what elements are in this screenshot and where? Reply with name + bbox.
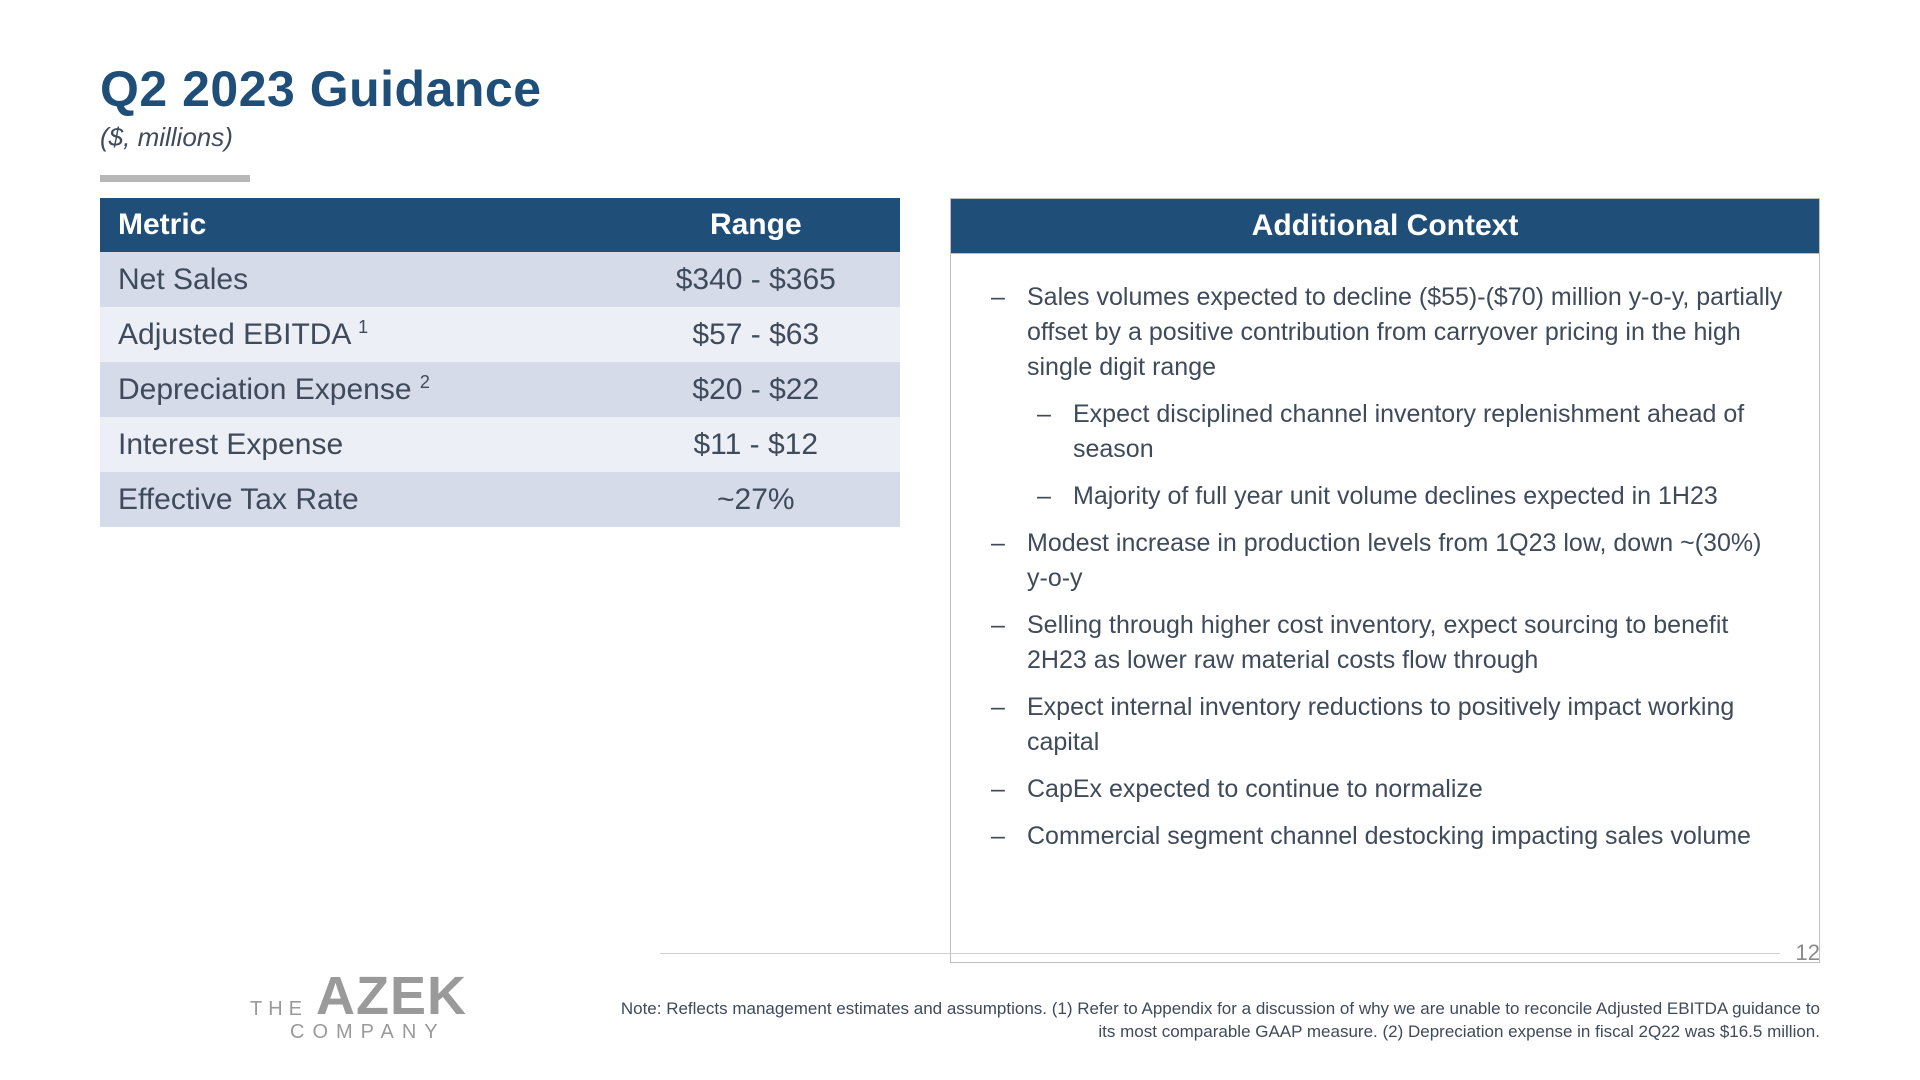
list-item: Modest increase in production levels fro… xyxy=(981,526,1789,596)
col-header-metric: Metric xyxy=(100,198,612,252)
page-subtitle: ($, millions) xyxy=(100,122,1820,153)
table-header-row: Metric Range xyxy=(100,198,900,252)
metric-cell: Interest Expense xyxy=(100,417,612,472)
slide: Q2 2023 Guidance ($, millions) Metric Ra… xyxy=(0,0,1920,1080)
list-item: CapEx expected to continue to normalize xyxy=(981,772,1789,807)
logo-brand: AZEK xyxy=(316,972,467,1021)
footnote: Note: Reflects management estimates and … xyxy=(620,998,1820,1044)
context-body: Sales volumes expected to decline ($55)-… xyxy=(950,253,1820,963)
list-item: Commercial segment channel destocking im… xyxy=(981,819,1789,854)
list-item: Expect internal inventory reductions to … xyxy=(981,690,1789,760)
metric-label: Interest Expense xyxy=(118,428,343,461)
metrics-column: Metric Range Net Sales $340 - $365 Adjus… xyxy=(100,198,900,963)
metric-label: Depreciation Expense xyxy=(118,373,420,406)
metric-sup: 2 xyxy=(420,372,430,392)
metric-label: Adjusted EBITDA xyxy=(118,318,358,351)
logo-the: THE xyxy=(250,998,308,1021)
page-number: 12 xyxy=(1796,940,1820,966)
range-cell: $57 - $63 xyxy=(612,307,900,362)
list-item: Expect disciplined channel inventory rep… xyxy=(1027,397,1789,467)
list-item: Majority of full year unit volume declin… xyxy=(1027,479,1789,514)
list-item: Sales volumes expected to decline ($55)-… xyxy=(981,280,1789,514)
range-cell: $340 - $365 xyxy=(612,252,900,307)
context-column: Additional Context Sales volumes expecte… xyxy=(950,198,1820,963)
metric-cell: Depreciation Expense 2 xyxy=(100,362,612,417)
page-title: Q2 2023 Guidance xyxy=(100,60,1820,118)
logo-company: COMPANY xyxy=(290,1021,467,1044)
col-header-range: Range xyxy=(612,198,900,252)
context-header: Additional Context xyxy=(950,198,1820,253)
metric-label: Effective Tax Rate xyxy=(118,483,359,516)
list-item: Selling through higher cost inventory, e… xyxy=(981,608,1789,678)
context-list: Sales volumes expected to decline ($55)-… xyxy=(981,280,1789,854)
table-row: Depreciation Expense 2 $20 - $22 xyxy=(100,362,900,417)
table-row: Net Sales $340 - $365 xyxy=(100,252,900,307)
range-cell: $20 - $22 xyxy=(612,362,900,417)
range-cell: $11 - $12 xyxy=(612,417,900,472)
footer: THE AZEK COMPANY Note: Reflects manageme… xyxy=(100,972,1820,1044)
footer-rule xyxy=(660,953,1780,954)
title-rule xyxy=(100,175,250,182)
table-row: Interest Expense $11 - $12 xyxy=(100,417,900,472)
metric-cell: Net Sales xyxy=(100,252,612,307)
context-sublist: Expect disciplined channel inventory rep… xyxy=(1027,397,1789,514)
metric-cell: Adjusted EBITDA 1 xyxy=(100,307,612,362)
logo: THE AZEK COMPANY xyxy=(250,972,467,1044)
content-row: Metric Range Net Sales $340 - $365 Adjus… xyxy=(100,198,1820,963)
metric-sup: 1 xyxy=(358,317,368,337)
table-row: Adjusted EBITDA 1 $57 - $63 xyxy=(100,307,900,362)
footnote-wrap: Note: Reflects management estimates and … xyxy=(467,998,1820,1044)
metrics-table: Metric Range Net Sales $340 - $365 Adjus… xyxy=(100,198,900,527)
table-row: Effective Tax Rate ~27% xyxy=(100,472,900,527)
list-item-text: Sales volumes expected to decline ($55)-… xyxy=(1027,283,1782,381)
metric-label: Net Sales xyxy=(118,263,248,296)
metric-cell: Effective Tax Rate xyxy=(100,472,612,527)
range-cell: ~27% xyxy=(612,472,900,527)
